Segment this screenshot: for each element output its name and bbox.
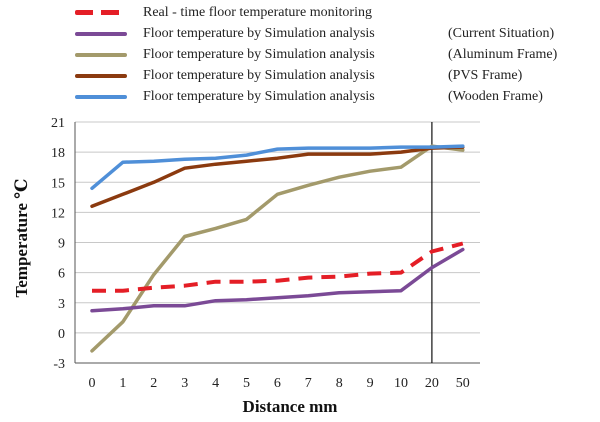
legend-swatch-aluminum <box>75 53 127 57</box>
x-tick-label: 9 <box>367 376 374 391</box>
x-tick-label: 5 <box>243 376 250 391</box>
y-tick-label: 9 <box>58 237 65 252</box>
series-line <box>92 241 464 293</box>
legend-label-current: Floor temperature by Simulation analysis <box>143 26 375 41</box>
y-tick-label: 15 <box>51 176 65 191</box>
x-tick-label: 4 <box>212 376 219 391</box>
x-tick-label: 10 <box>394 376 408 391</box>
legend-label-wooden: Floor temperature by Simulation analysis <box>143 89 375 104</box>
legend-item-realtime: Real - time floor temperature monitoring <box>75 2 595 23</box>
legend-label-aluminum: Floor temperature by Simulation analysis <box>143 47 375 62</box>
y-tick-label: 0 <box>58 327 65 342</box>
legend-swatch-current <box>75 32 127 36</box>
y-tick-label: 6 <box>58 267 65 282</box>
series-line <box>90 144 465 353</box>
legend-swatch-pvs <box>75 74 127 78</box>
series-line <box>90 145 465 209</box>
x-tick-label: 3 <box>181 376 188 391</box>
legend: Real - time floor temperature monitoring… <box>75 2 595 107</box>
legend-label-pvs: Floor temperature by Simulation analysis <box>143 68 375 83</box>
series-line <box>90 144 465 191</box>
x-tick-label: 0 <box>89 376 96 391</box>
x-tick-label: 1 <box>119 376 126 391</box>
legend-item-aluminum: Floor temperature by Simulation analysis… <box>75 44 595 65</box>
legend-frame-aluminum: (Aluminum Frame) <box>448 47 558 62</box>
legend-item-pvs: Floor temperature by Simulation analysis… <box>75 65 595 86</box>
legend-swatch-realtime <box>75 10 127 15</box>
y-tick-label: 21 <box>51 116 65 131</box>
y-tick-label: -3 <box>53 357 65 372</box>
y-tick-label: 12 <box>51 206 65 221</box>
series-line <box>90 247 465 313</box>
x-tick-label: 7 <box>305 376 312 391</box>
legend-swatch-wooden <box>75 95 127 99</box>
legend-item-wooden: Floor temperature by Simulation analysis… <box>75 86 595 107</box>
x-axis-label: Distance mm <box>242 397 338 416</box>
x-tick-label: 50 <box>456 376 470 391</box>
x-tick-label: 6 <box>274 376 281 391</box>
legend-frame-current: (Current Situation) <box>448 26 555 41</box>
x-tick-label: 8 <box>336 376 343 391</box>
y-axis-label: Temperature ℃ <box>12 178 31 298</box>
legend-frame-pvs: (PVS Frame) <box>448 68 523 83</box>
legend-item-current: Floor temperature by Simulation analysis… <box>75 23 595 44</box>
x-tick-label: 20 <box>425 376 439 391</box>
legend-frame-wooden: (Wooden Frame) <box>448 89 543 104</box>
y-tick-label: 18 <box>51 146 65 161</box>
y-tick-label: 3 <box>58 297 65 312</box>
x-tick-label: 2 <box>150 376 157 391</box>
legend-label-realtime: Real - time floor temperature monitoring <box>143 5 372 20</box>
